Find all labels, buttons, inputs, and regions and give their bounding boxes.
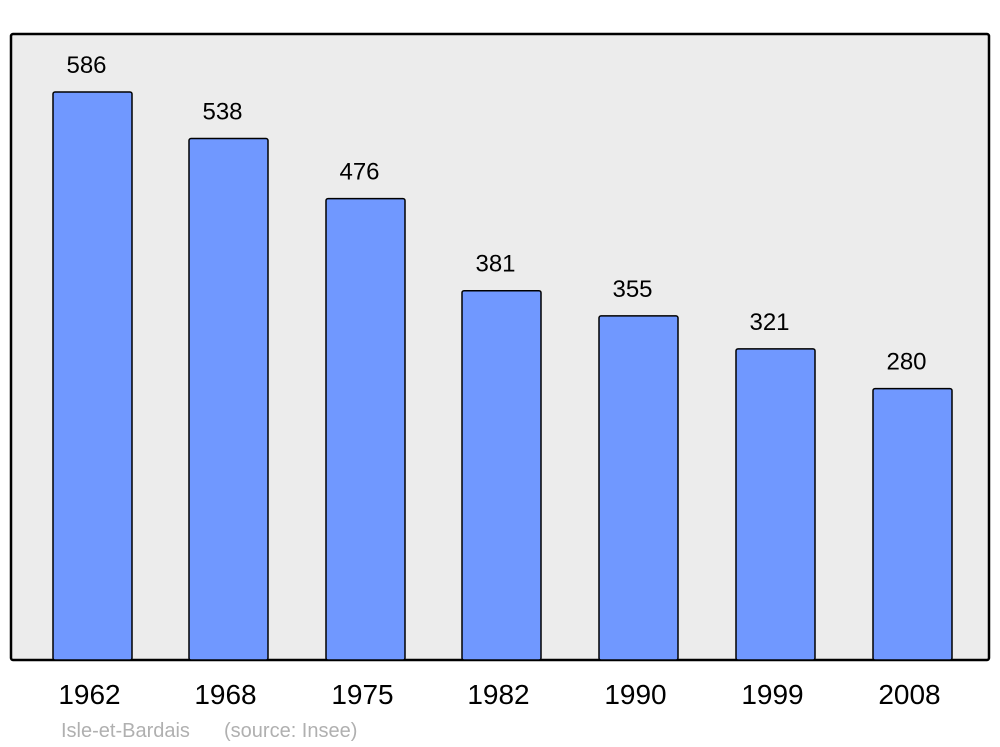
x-tick-1999: 1999: [741, 679, 803, 710]
x-tick-1982: 1982: [467, 679, 529, 710]
data-label-1999: 321: [749, 309, 789, 336]
x-tick-1975: 1975: [331, 679, 393, 710]
x-tick-1962: 1962: [58, 679, 120, 710]
bar-1982: [461, 289, 542, 661]
data-label-1968: 538: [202, 99, 242, 126]
data-label-1982: 381: [475, 251, 515, 278]
data-label-1962: 586: [66, 52, 106, 79]
data-label-1975: 476: [339, 159, 379, 186]
bar-1962: [52, 91, 133, 661]
x-tick-2008: 2008: [878, 679, 940, 710]
bar-1975: [325, 197, 406, 661]
footer-source: (source: Insee): [224, 720, 357, 742]
x-tick-1968: 1968: [194, 679, 256, 710]
data-label-1990: 355: [612, 276, 652, 303]
bar-1968: [188, 137, 269, 661]
bar-1999: [735, 348, 816, 661]
bar-1990: [598, 315, 679, 661]
footer-place: Isle-et-Bardais: [61, 720, 190, 742]
data-label-2008: 280: [886, 349, 926, 376]
x-tick-1990: 1990: [604, 679, 666, 710]
bar-2008: [872, 387, 953, 661]
